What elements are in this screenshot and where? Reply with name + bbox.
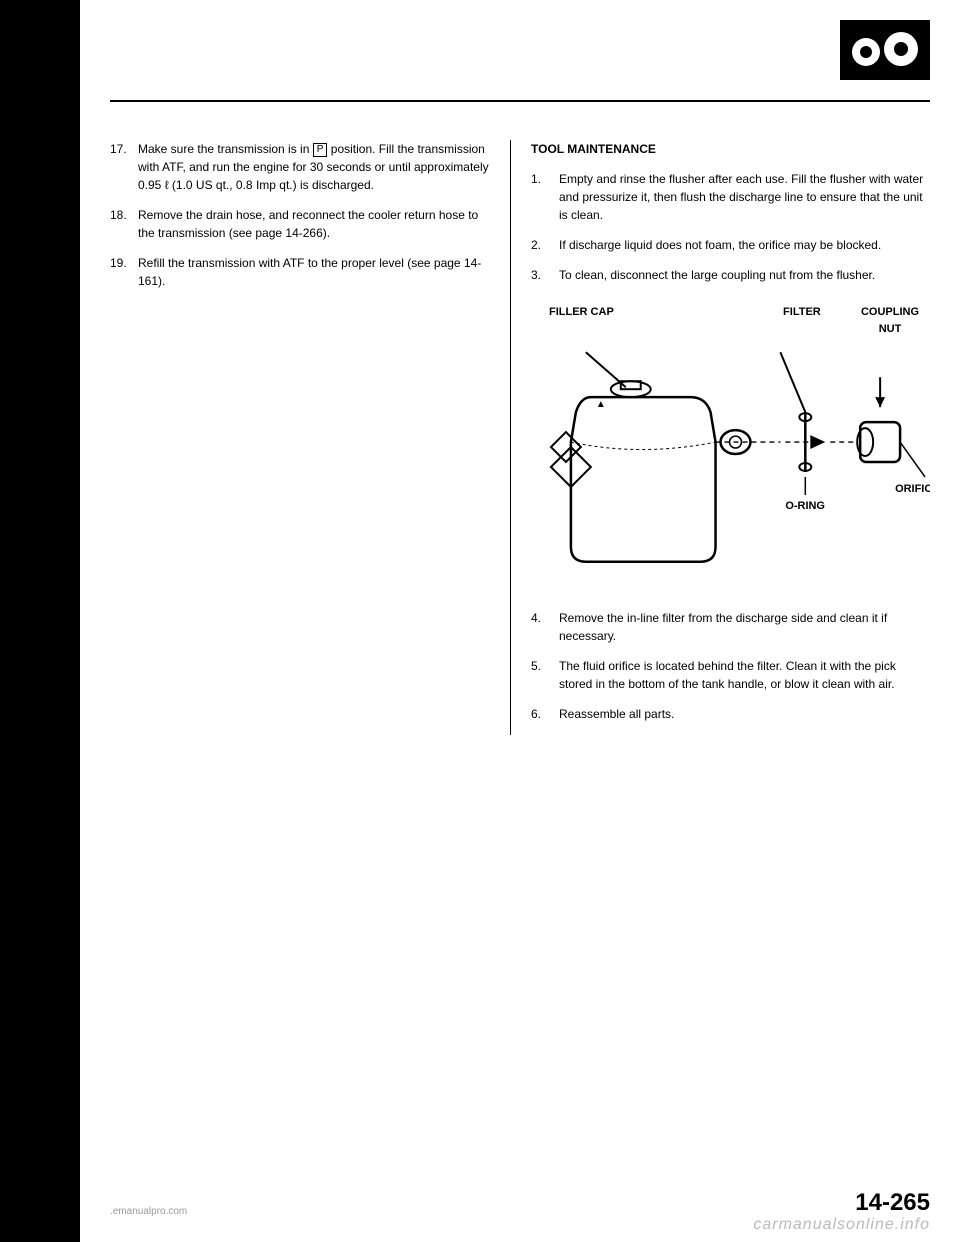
- footer-source: .emanualpro.com: [110, 1206, 187, 1217]
- maint-step-2: 2. If discharge liquid does not foam, th…: [531, 236, 930, 254]
- header-gear-icon: [840, 20, 930, 80]
- label-oring: O-RING: [785, 500, 825, 512]
- header-divider: [110, 100, 930, 102]
- svg-text:▲: ▲: [596, 399, 606, 410]
- left-column: 17. Make sure the transmission is in P p…: [110, 140, 510, 735]
- maint-step-3: 3. To clean, disconnect the large coupli…: [531, 266, 930, 284]
- flusher-diagram: FILLER CAP FILTER COUPLINGNUT ▲ ORIFICE …: [531, 304, 930, 584]
- maint-step-5: 5. The fluid orifice is located behind t…: [531, 657, 930, 693]
- flusher-svg: ▲ ORIFICE O-RING: [531, 342, 930, 592]
- right-column: TOOL MAINTENANCE 1. Empty and rinse the …: [510, 140, 930, 735]
- step-19: 19. Refill the transmission with ATF to …: [110, 254, 490, 290]
- maint-step-4: 4. Remove the in-line filter from the di…: [531, 609, 930, 645]
- tool-maintenance-title: TOOL MAINTENANCE: [531, 140, 930, 158]
- maint-step-1: 1. Empty and rinse the flusher after eac…: [531, 170, 930, 224]
- maint-step-6: 6. Reassemble all parts.: [531, 705, 930, 723]
- step-17: 17. Make sure the transmission is in P p…: [110, 140, 490, 194]
- label-filler-cap: FILLER CAP: [549, 304, 614, 337]
- page-number: 14-265: [855, 1189, 930, 1217]
- watermark: carmanualsonline.info: [753, 1216, 930, 1234]
- label-coupling-nut: COUPLINGNUT: [850, 304, 930, 337]
- label-orifice: ORIFICE: [895, 483, 930, 495]
- step-18: 18. Remove the drain hose, and reconnect…: [110, 206, 490, 242]
- label-filter: FILTER: [783, 304, 821, 337]
